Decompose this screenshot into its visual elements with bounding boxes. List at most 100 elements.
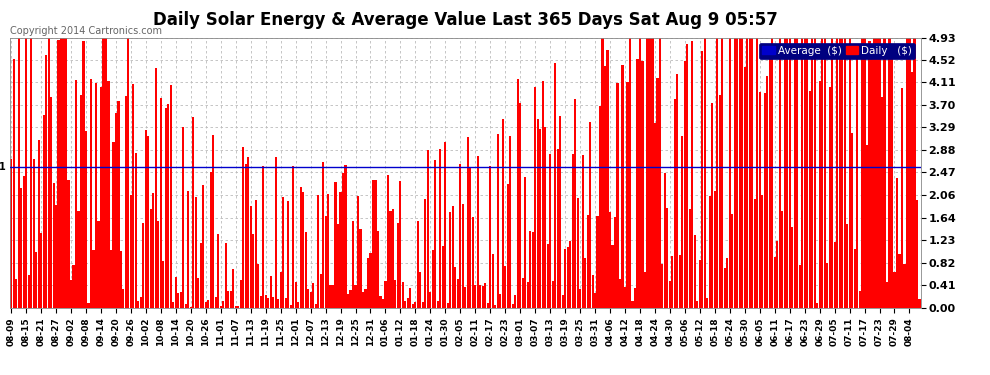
Bar xyxy=(881,97,883,308)
Bar xyxy=(559,116,561,308)
Bar xyxy=(354,285,356,308)
Bar xyxy=(659,38,661,308)
Bar xyxy=(102,38,105,308)
Bar xyxy=(661,264,663,308)
Bar xyxy=(766,76,768,308)
Bar xyxy=(164,108,167,307)
Bar xyxy=(878,38,880,308)
Bar xyxy=(836,38,839,308)
Bar xyxy=(669,281,671,308)
Bar xyxy=(664,173,666,308)
Bar xyxy=(120,251,122,308)
Bar xyxy=(629,38,631,308)
Bar xyxy=(456,279,459,308)
Bar xyxy=(851,133,853,308)
Bar xyxy=(617,83,619,308)
Bar xyxy=(732,214,734,308)
Bar xyxy=(399,181,402,308)
Bar xyxy=(392,210,394,308)
Bar xyxy=(389,211,391,308)
Bar xyxy=(364,290,366,308)
Bar xyxy=(569,241,571,308)
Bar xyxy=(118,101,120,308)
Bar xyxy=(719,94,721,308)
Bar xyxy=(674,99,676,308)
Bar xyxy=(679,255,681,308)
Bar xyxy=(901,88,903,308)
Bar xyxy=(811,38,813,308)
Bar xyxy=(502,119,504,308)
Bar xyxy=(372,180,374,308)
Bar xyxy=(162,261,164,308)
Bar xyxy=(77,211,79,308)
Bar xyxy=(177,293,179,308)
Bar xyxy=(916,200,918,308)
Bar xyxy=(394,279,396,308)
Bar xyxy=(412,304,414,307)
Bar xyxy=(110,250,112,307)
Bar xyxy=(254,200,256,308)
Bar xyxy=(282,197,284,308)
Bar xyxy=(284,298,287,307)
Bar xyxy=(748,38,750,308)
Bar xyxy=(384,281,386,308)
Bar xyxy=(711,103,714,308)
Bar xyxy=(369,252,371,308)
Bar xyxy=(28,275,30,308)
Bar xyxy=(432,250,434,307)
Bar xyxy=(540,129,542,308)
Bar xyxy=(537,119,539,308)
Bar xyxy=(40,232,43,308)
Bar xyxy=(653,123,656,308)
Bar xyxy=(195,196,197,308)
Bar xyxy=(409,288,412,308)
Bar xyxy=(607,50,609,308)
Bar xyxy=(482,286,484,308)
Bar xyxy=(701,51,704,308)
Bar xyxy=(579,289,581,308)
Bar xyxy=(115,113,117,308)
Bar xyxy=(451,206,453,308)
Bar xyxy=(796,38,798,308)
Bar xyxy=(535,87,537,308)
Bar xyxy=(454,267,456,308)
Bar xyxy=(529,231,532,308)
Bar xyxy=(622,66,624,308)
Bar xyxy=(440,149,442,308)
Bar xyxy=(589,122,591,308)
Bar xyxy=(801,38,803,308)
Bar xyxy=(352,221,354,308)
Bar xyxy=(632,301,634,307)
Bar xyxy=(335,182,337,308)
Bar xyxy=(873,38,875,308)
Bar xyxy=(676,74,678,307)
Bar xyxy=(514,296,516,307)
Bar xyxy=(464,287,466,308)
Bar xyxy=(614,217,616,308)
Bar xyxy=(829,87,831,308)
Legend: Average  ($), Daily   ($): Average ($), Daily ($) xyxy=(759,43,916,59)
Bar xyxy=(648,38,651,308)
Bar xyxy=(853,249,855,308)
Bar xyxy=(420,272,422,308)
Bar xyxy=(87,303,89,307)
Bar xyxy=(225,243,227,308)
Bar xyxy=(642,61,644,308)
Bar xyxy=(249,206,251,308)
Bar xyxy=(212,135,214,308)
Bar xyxy=(771,38,773,308)
Bar xyxy=(758,92,760,308)
Bar xyxy=(494,305,496,308)
Bar xyxy=(148,136,149,308)
Bar xyxy=(776,241,778,308)
Bar xyxy=(312,283,314,308)
Bar xyxy=(637,58,639,308)
Bar xyxy=(35,252,38,308)
Text: 2.571: 2.571 xyxy=(0,162,6,172)
Bar xyxy=(604,66,606,308)
Bar xyxy=(781,211,783,308)
Bar xyxy=(55,204,57,308)
Bar xyxy=(821,38,824,308)
Bar xyxy=(67,180,69,308)
Bar xyxy=(130,195,132,308)
